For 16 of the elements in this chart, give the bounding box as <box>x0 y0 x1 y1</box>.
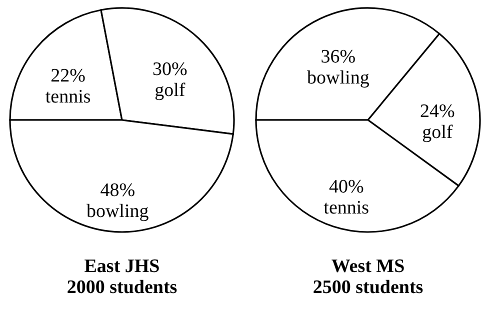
data-label: 22% <box>50 65 86 86</box>
slice-label: golf <box>422 122 454 144</box>
text: West MS <box>331 256 405 278</box>
text: 2000 students <box>66 277 178 298</box>
slice-label: tennis <box>324 198 370 219</box>
data-label: 30% <box>152 58 188 80</box>
slice-label: golf <box>154 80 186 101</box>
text: 2500 students <box>312 277 424 298</box>
slice-label: bowling <box>86 200 150 222</box>
data-label: 48% <box>100 180 136 201</box>
data-label: 24% <box>420 101 456 122</box>
slice-label: bowling <box>307 68 370 89</box>
text: East JHS <box>84 256 160 278</box>
data-label: 36% <box>320 46 356 68</box>
data-label: 40% <box>328 176 364 198</box>
slice-label: tennis <box>45 86 91 108</box>
